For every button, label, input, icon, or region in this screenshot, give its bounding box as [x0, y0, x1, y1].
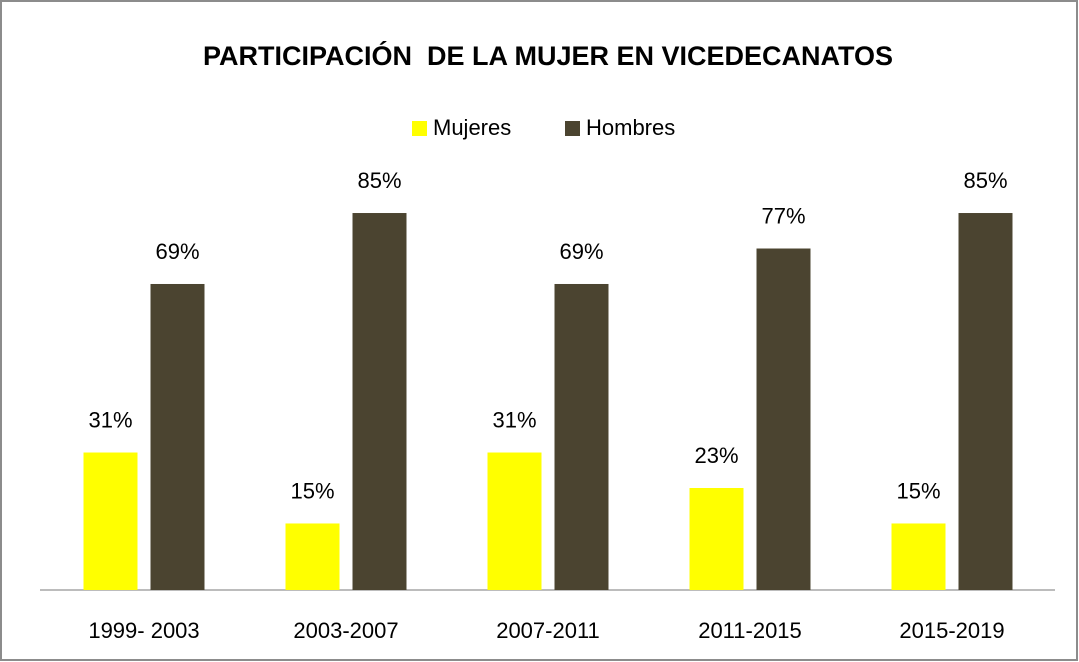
bar — [352, 213, 407, 590]
data-label: 15% — [896, 478, 940, 503]
bar — [285, 523, 340, 590]
legend-swatch — [565, 121, 580, 136]
bar — [83, 452, 138, 590]
data-label: 31% — [88, 407, 132, 432]
bar — [487, 452, 542, 590]
x-tick-label: 1999- 2003 — [88, 618, 199, 643]
x-tick-label: 2003-2007 — [293, 618, 398, 643]
bar — [554, 283, 609, 590]
data-label: 15% — [290, 478, 334, 503]
data-label: 77% — [761, 203, 805, 228]
bar — [756, 248, 811, 590]
data-label: 31% — [492, 407, 536, 432]
x-tick-label: 2011-2015 — [698, 618, 802, 643]
legend-swatch — [412, 121, 427, 136]
data-label: 85% — [963, 168, 1007, 193]
x-tick-label: 2007-2011 — [496, 618, 600, 643]
legend-label: Hombres — [586, 115, 675, 140]
bar — [150, 283, 205, 590]
data-label: 23% — [694, 443, 738, 468]
data-label: 85% — [357, 168, 401, 193]
bar — [689, 487, 744, 590]
data-label: 69% — [559, 239, 603, 264]
bar — [958, 213, 1013, 590]
legend-label: Mujeres — [433, 115, 511, 140]
chart-title: PARTICIPACIÓN DE LA MUJER EN VICEDECANAT… — [203, 40, 893, 71]
x-tick-label: 2015-2019 — [899, 618, 1004, 643]
bar — [891, 523, 946, 590]
data-label: 69% — [155, 239, 199, 264]
